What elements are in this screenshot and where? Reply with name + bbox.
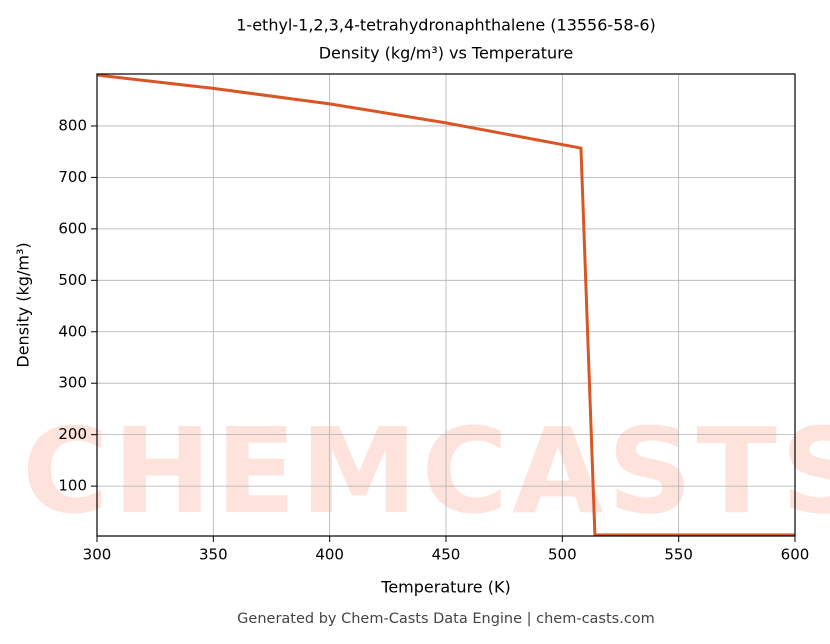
y-tick-label: 100 xyxy=(58,477,87,495)
x-tick-label: 450 xyxy=(432,546,461,564)
plot-frame xyxy=(96,73,796,537)
chart-title: 1-ethyl-1,2,3,4-tetrahydronaphthalene (1… xyxy=(236,16,656,35)
y-tick-label: 200 xyxy=(58,425,87,443)
x-tick-label: 350 xyxy=(199,546,228,564)
x-axis-label: Temperature (K) xyxy=(380,578,510,597)
x-tick-label: 550 xyxy=(664,546,693,564)
y-tick-label: 600 xyxy=(58,219,87,237)
y-tick-label: 700 xyxy=(58,168,87,186)
footer: Generated by Chem-Casts Data Engine | ch… xyxy=(237,611,655,627)
x-tick-label: 400 xyxy=(315,546,344,564)
watermark: CHEMCASTS xyxy=(22,402,830,540)
data-line xyxy=(96,73,795,537)
chart-subtitle: Density (kg/m³) vs Temperature xyxy=(319,44,574,63)
x-tick-label: 500 xyxy=(548,546,577,564)
y-tick-label: 300 xyxy=(58,374,87,392)
x-tick-label: 600 xyxy=(781,546,810,564)
y-tick-label: 500 xyxy=(58,271,87,289)
y-tick-label: 800 xyxy=(58,116,87,134)
y-axis-label: Density (kg/m³) xyxy=(14,242,33,367)
x-tick-label: 300 xyxy=(83,546,112,564)
y-tick-label: 400 xyxy=(58,322,87,340)
